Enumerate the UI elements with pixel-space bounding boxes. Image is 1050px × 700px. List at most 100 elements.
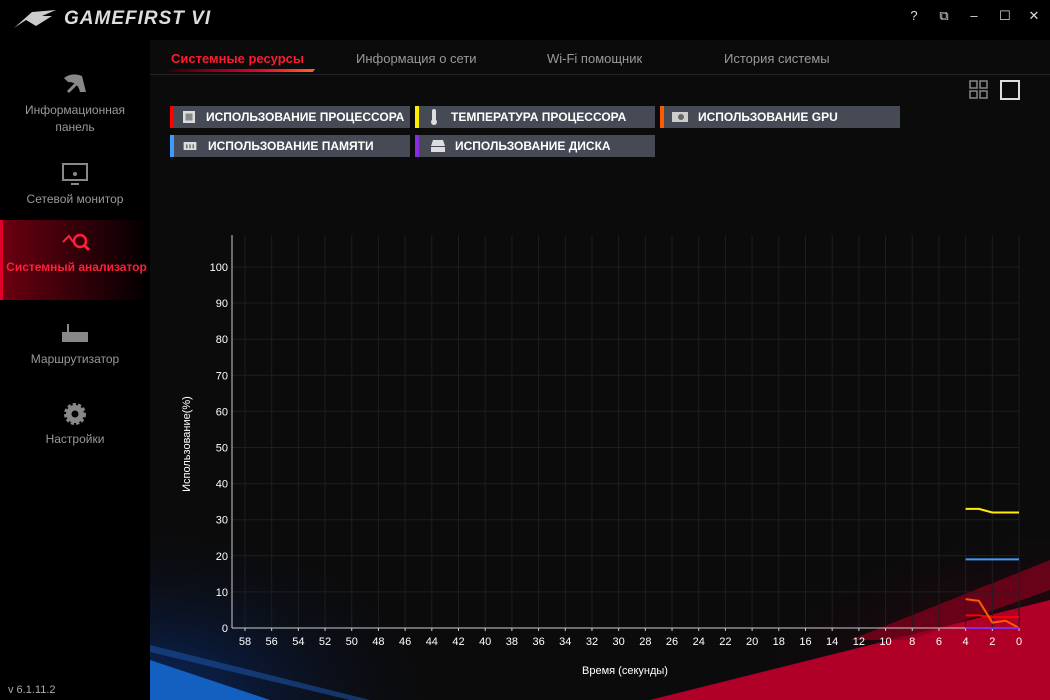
x-tick-label: 20 [746,636,758,648]
x-tick-label: 34 [559,636,571,648]
x-tick-label: 36 [532,636,544,648]
version-label: v 6.1.11.2 [8,684,56,696]
gpu-icon [672,112,688,122]
monitor-wifi-icon [0,152,150,186]
rog-eye-icon [14,10,56,28]
x-tick-label: 30 [613,636,625,648]
y-tick-label: 70 [216,370,228,382]
x-tick-label: 6 [936,636,942,648]
sidebar-item-dashboard[interactable]: Информационная панель [0,62,150,140]
x-tick-label: 8 [909,636,915,648]
y-tick-label: 50 [216,443,228,455]
x-axis-label: Время (секунды) [582,665,668,677]
legend-color-bar [170,135,174,157]
legend-label: ТЕМПЕРАТУРА ПРОЦЕССОРА [451,110,627,124]
y-axis-label: Использование(%) [181,396,193,492]
x-tick-label: 0 [1016,636,1022,648]
legend-label: ИСПОЛЬЗОВАНИЕ GPU [698,110,838,124]
minimize-button[interactable]: – [970,8,978,23]
app-logo: GAMEFIRST VI [12,8,211,30]
legend-color-bar [415,135,419,157]
tab-system-history[interactable]: История системы [724,51,830,66]
sidebar-item-router[interactable]: Маршрутизатор [0,312,150,392]
legend-label: ИСПОЛЬЗОВАНИЕ ПРОЦЕССОРА [206,110,405,124]
sidebar-item-label: Информационная панель [24,103,126,134]
tab-wifi-assistant[interactable]: Wi-Fi помощник [547,51,643,66]
x-tick-label: 14 [826,636,838,648]
usage-chart: 58 56 54 52 50 48 46 44 42 40 38 36 34 32 30 28 26 24 22 20… [181,235,1022,677]
memory-icon [183,142,197,150]
x-tick-label: 54 [292,636,304,648]
sidebar-item-network-monitor[interactable]: Сетевой монитор [0,152,150,232]
y-tick-label: 100 [210,262,228,274]
y-tick-label: 40 [216,479,228,491]
tab-bar: Системные ресурсы Информация о сети Wi-F… [150,40,1050,75]
x-tick-label: 56 [266,636,278,648]
mini-mode-button[interactable]: ⧉ [939,8,949,23]
legend-color-bar [660,106,664,128]
y-tick-label: 80 [216,334,228,346]
grid-view-icon[interactable] [969,80,989,100]
y-tick-label: 0 [222,623,228,635]
legend-color-bar [170,106,174,128]
legend-gpu-usage[interactable]: ИСПОЛЬЗОВАНИЕ GPU [660,106,900,128]
x-tick-label: 16 [799,636,811,648]
legend-label: ИСПОЛЬЗОВАНИЕ ДИСКА [455,139,611,153]
series-line [965,507,1019,514]
help-button[interactable]: ? [910,8,918,23]
legend-disk-usage[interactable]: ИСПОЛЬЗОВАНИЕ ДИСКА [415,135,655,157]
close-button[interactable]: ✕ [1028,8,1040,23]
x-tick-label: 2 [989,636,995,648]
y-tick-label: 30 [216,515,228,527]
x-tick-label: 10 [879,636,891,648]
cpu-icon [183,111,195,123]
x-tick-label: 40 [479,636,491,648]
sidebar-item-label: Системный анализатор [6,260,147,274]
gear-icon [0,392,150,426]
y-tick-label: 90 [216,298,228,310]
x-tick-label: 22 [719,636,731,648]
tab-system-resources[interactable]: Системные ресурсы [171,51,305,66]
legend-memory-usage[interactable]: ИСПОЛЬЗОВАНИЕ ПАМЯТИ [170,135,410,157]
sidebar-item-label: Маршрутизатор [30,352,120,366]
x-tick-label: 44 [426,636,438,648]
series-line [965,598,1020,629]
title-bar: GAMEFIRST VI ? ⧉ – ☐ ✕ [0,0,1050,40]
x-tick-label: 26 [666,636,678,648]
y-tick-label: 60 [216,406,228,418]
main-panel: Системные ресурсы Информация о сети Wi-F… [150,40,1050,700]
single-view-icon[interactable] [1000,80,1020,100]
app-title: GAMEFIRST VI [64,8,212,29]
x-tick-label: 58 [239,636,251,648]
maximize-button[interactable]: ☐ [999,8,1011,23]
x-tick-label: 4 [963,636,969,648]
thermometer-icon [431,109,437,125]
sidebar: Информационная панель Сетевой монитор Си… [0,40,150,700]
x-tick-label: 48 [372,636,384,648]
y-tick-label: 20 [216,551,228,563]
analyzer-icon [3,220,150,254]
series-line [965,614,1019,619]
router-icon [0,312,150,346]
legend-cpu-temperature[interactable]: ТЕМПЕРАТУРА ПРОЦЕССОРА [415,106,655,128]
x-tick-label: 24 [693,636,705,648]
x-tick-label: 52 [319,636,331,648]
x-tick-label: 46 [399,636,411,648]
sidebar-item-settings[interactable]: Настройки [0,392,150,472]
legend-cpu-usage[interactable]: ИСПОЛЬЗОВАНИЕ ПРОЦЕССОРА [170,106,410,128]
x-tick-label: 42 [452,636,464,648]
x-tick-label: 32 [586,636,598,648]
sidebar-item-label: Сетевой монитор [26,192,124,206]
sidebar-item-label: Настройки [45,432,105,446]
tab-network-info[interactable]: Информация о сети [356,51,477,66]
x-tick-label: 18 [773,636,785,648]
disk-icon [431,140,445,152]
x-tick-label: 50 [346,636,358,648]
x-tick-label: 12 [853,636,865,648]
legend-label: ИСПОЛЬЗОВАНИЕ ПАМЯТИ [208,139,374,153]
x-tick-label: 28 [639,636,651,648]
gauge-icon [0,62,150,96]
sidebar-item-system-analyzer[interactable]: Системный анализатор [0,220,150,300]
y-tick-label: 10 [216,587,228,599]
legend-color-bar [415,106,419,128]
